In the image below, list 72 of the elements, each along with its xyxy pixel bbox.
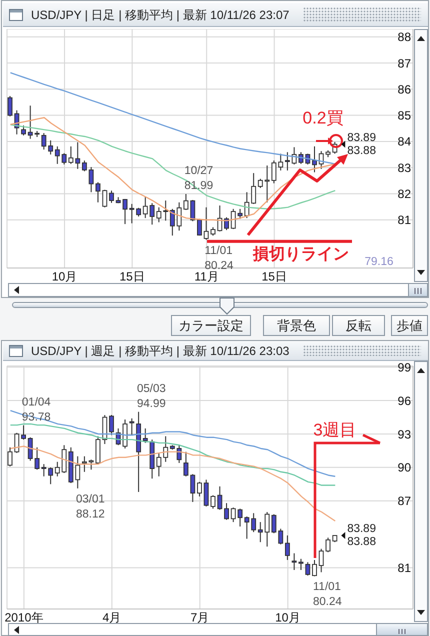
candlestick bbox=[122, 198, 128, 225]
y-tick-label: 96 bbox=[398, 394, 412, 408]
candlestick bbox=[284, 534, 290, 560]
button: カラー設定 bbox=[171, 315, 251, 336]
annotation: 03/01 88.12 bbox=[76, 493, 105, 520]
annotation: 11/01 80.24 bbox=[313, 581, 342, 608]
y-tick-label: 87 bbox=[398, 494, 412, 508]
button: 背景色 bbox=[263, 315, 330, 336]
candlestick bbox=[298, 558, 304, 570]
candlestick bbox=[122, 419, 128, 449]
annotation: 0.2買 bbox=[302, 108, 344, 128]
candlestick bbox=[102, 189, 108, 208]
x-tick-label: 10月 bbox=[52, 270, 78, 284]
y-tick-label: 88 bbox=[398, 30, 412, 44]
y-tick-label: 84 bbox=[398, 134, 412, 149]
candlestick bbox=[88, 459, 94, 470]
x-tick-label: 4月 bbox=[102, 610, 122, 625]
candlestick bbox=[82, 456, 87, 472]
y-tick-label: 86 bbox=[398, 82, 412, 96]
candlestick bbox=[109, 414, 114, 436]
candlestick bbox=[8, 95, 12, 117]
y-tick-label: 83 bbox=[398, 160, 412, 175]
candlestick bbox=[318, 548, 324, 573]
x-tick-label: 15日 bbox=[120, 270, 145, 284]
x-tick-label: 11月 bbox=[194, 270, 219, 284]
title-bar: USD/JPY | 日足 | 移動平均 | 最新 10/11/26 23:07 bbox=[3, 3, 428, 27]
y-tick-label: 87 bbox=[398, 56, 412, 70]
annotation: 83.89 83.88 bbox=[347, 132, 376, 157]
y-tick-label: 93 bbox=[398, 427, 412, 442]
y-tick-label: 99 bbox=[398, 360, 412, 374]
chart-title: USD/JPY | 週足 | 移動平均 | 最新 10/11/26 23:03 bbox=[31, 343, 290, 360]
title-bar: USD/JPY | 週足 | 移動平均 | 最新 10/11/26 23:03 bbox=[3, 341, 428, 361]
candlestick bbox=[204, 206, 209, 240]
candlestick bbox=[129, 418, 134, 436]
candlestick bbox=[82, 160, 87, 172]
candlestick bbox=[204, 479, 209, 507]
candlestick bbox=[96, 436, 100, 465]
button: 歩値 bbox=[391, 315, 428, 336]
x-tick-label: 7月 bbox=[190, 610, 210, 625]
x-tick-label: 2010年 bbox=[4, 610, 44, 625]
annotation: 3週目 bbox=[313, 420, 357, 440]
annotation: 05/03 94.99 bbox=[137, 382, 166, 410]
candlestick bbox=[305, 562, 310, 576]
ref-line-label: 損切りライン bbox=[252, 244, 349, 263]
candlestick bbox=[217, 486, 222, 510]
button: 反転 bbox=[332, 315, 385, 336]
candlestick bbox=[197, 481, 202, 497]
chart-title: USD/JPY | 日足 | 移動平均 | 最新 10/11/26 23:07 bbox=[31, 7, 290, 24]
candlestick bbox=[292, 552, 297, 570]
candlestick bbox=[21, 424, 26, 440]
candlestick bbox=[142, 428, 148, 444]
candlestick bbox=[284, 152, 290, 171]
x-tick-label: 15日 bbox=[262, 270, 287, 284]
candlestick bbox=[88, 166, 94, 193]
candlestick bbox=[96, 182, 100, 203]
candlestick bbox=[312, 146, 317, 173]
annotation: 79.16 bbox=[364, 256, 394, 268]
candlestick bbox=[109, 190, 114, 204]
y-tick-label: 82 bbox=[398, 186, 412, 201]
x-tick-label: 10月 bbox=[275, 610, 300, 625]
y-tick-label: 85 bbox=[398, 108, 412, 123]
y-tick-label: 81 bbox=[398, 213, 412, 228]
annotation: 11/01 80.24 bbox=[204, 244, 234, 272]
candlestick bbox=[21, 124, 26, 136]
annotation: 83.89 83.88 bbox=[347, 523, 376, 548]
candlestick bbox=[312, 559, 317, 577]
candlestick bbox=[8, 446, 12, 467]
candlestick bbox=[224, 502, 229, 520]
y-tick-label: 90 bbox=[398, 460, 412, 475]
candlestick bbox=[326, 537, 330, 553]
y-tick-label: 81 bbox=[398, 561, 412, 576]
candlestick bbox=[210, 494, 216, 510]
